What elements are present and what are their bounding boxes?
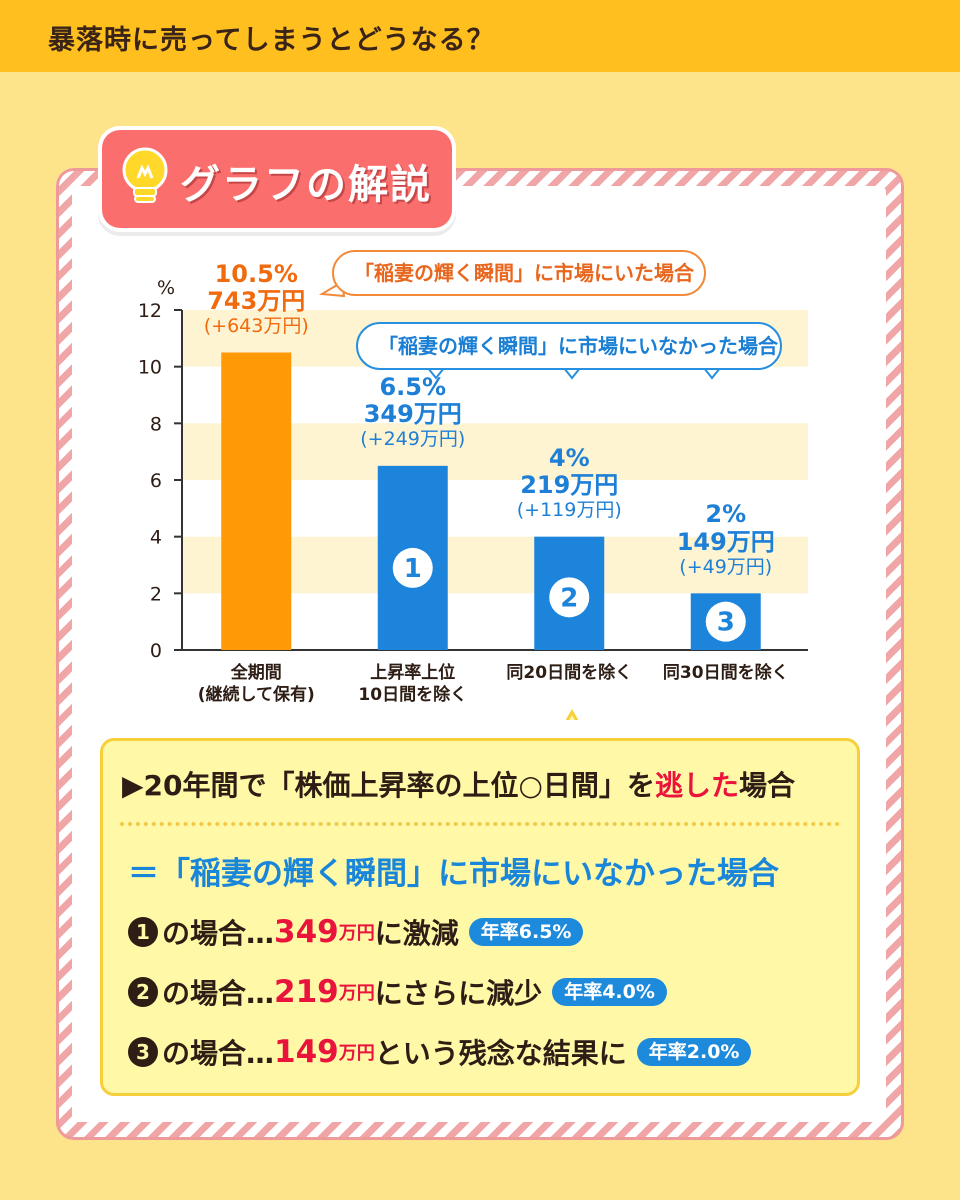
bar-gain: (+119万円) — [516, 498, 622, 521]
y-tick-label: 4 — [150, 527, 162, 549]
line-amount: 219 — [274, 974, 339, 1010]
summary-line-2: 2 の場合… 219 万円 にさらに減少 年率4.0% — [128, 972, 667, 1012]
callout-not-in-market: 「稲妻の輝く瞬間」に市場にいなかった場合 — [356, 322, 782, 370]
bar-value-label: 4% 219万円 (+119万円) — [489, 443, 649, 522]
bar-value-label: 2% 149万円 (+49万円) — [646, 501, 806, 578]
summary-heading-prefix: ▶20年間で「株価上昇率の上位○日間」を — [122, 769, 655, 802]
callout-pointer — [563, 367, 581, 380]
x-category-line: 10日間を除く — [358, 685, 468, 706]
circled-number-2: 2 — [128, 977, 158, 1007]
bar — [221, 352, 292, 650]
line-prefix: の場合… — [162, 977, 275, 1010]
bar-amount: 349万円 — [363, 400, 462, 429]
lightbulb-icon — [122, 147, 168, 203]
annual-rate-pill: 年率2.0% — [636, 1038, 752, 1066]
line-amount: 349 — [274, 914, 339, 950]
bar-value-label: 10.5% 743万円 (+643万円) — [176, 259, 336, 338]
y-tick-label: 6 — [150, 470, 162, 492]
line-amount: 149 — [274, 1034, 339, 1070]
annual-rate-pill: 年率4.0% — [552, 978, 667, 1006]
bar-amount: 219万円 — [520, 471, 619, 500]
bar-gain: (+49万円) — [679, 555, 773, 578]
y-tick-label: 10 — [138, 357, 162, 379]
bar-gain: (+249万円) — [360, 428, 466, 451]
callout-pointer — [703, 367, 721, 380]
line-prefix: の場合… — [162, 917, 275, 950]
x-category-line: 同30日間を除く — [662, 663, 789, 683]
bar-marker-number: 3 — [717, 608, 735, 638]
bar-marker-circle — [549, 577, 590, 618]
callout-pointer — [427, 367, 445, 380]
bar-percent: 10.5% — [214, 259, 298, 288]
bar-marker-number: 1 — [404, 554, 422, 584]
line-suffix: に激減 — [374, 917, 459, 950]
line-unit: 万円 — [338, 923, 375, 944]
summary-line-1: 1 の場合… 349 万円 に激減 年率6.5% — [128, 912, 584, 952]
x-category-label: 全期間 (継続して保有) — [176, 662, 336, 706]
summary-pointer — [565, 708, 579, 720]
dotted-divider — [120, 822, 840, 826]
x-category-label: 同20日間を除く — [489, 662, 649, 684]
bar-percent: 2% — [705, 500, 747, 529]
line-suffix: にさらに減少 — [374, 977, 543, 1010]
summary-heading: ▶20年間で「株価上昇率の上位○日間」を逃した場合 — [122, 764, 795, 804]
y-axis-unit: % — [157, 277, 175, 299]
annual-rate-pill: 年率6.5% — [468, 918, 584, 946]
explanation-badge: グラフの解説 — [102, 130, 452, 228]
bar-marker-number: 2 — [560, 583, 578, 613]
badge-title: グラフの解説 — [180, 162, 432, 208]
x-category-label: 同30日間を除く — [646, 662, 806, 684]
summary-box — [100, 738, 860, 1096]
circled-number-3: 3 — [128, 1037, 158, 1067]
bar-marker-circle — [705, 601, 746, 642]
circled-number-1: 1 — [128, 917, 158, 947]
callout-in-market: 「稲妻の輝く瞬間」に市場にいた場合 — [332, 250, 706, 296]
line-unit: 万円 — [338, 1043, 375, 1064]
bar-marker-circle — [392, 547, 433, 588]
y-tick-label: 2 — [150, 583, 162, 605]
summary-heading-suffix: 場合 — [738, 769, 795, 802]
line-unit: 万円 — [338, 983, 375, 1004]
bar-percent: 6.5% — [379, 372, 447, 401]
x-category-line: 同20日間を除く — [506, 663, 633, 683]
y-tick-label: 8 — [150, 413, 162, 435]
bar-gain: (+643万円) — [203, 314, 309, 337]
bar-amount: 149万円 — [676, 527, 775, 556]
bar-amount: 743万円 — [207, 287, 306, 316]
summary-line-3: 3 の場合… 149 万円 という残念な結果に 年率2.0% — [128, 1032, 752, 1072]
y-tick-label: 12 — [138, 300, 162, 322]
x-category-line: (継続して保有) — [197, 685, 315, 706]
summary-heading-red: 逃した — [654, 769, 739, 802]
x-category-line: 全期間 — [230, 663, 282, 683]
summary-subheading: ＝「稲妻の輝く瞬間」に市場にいなかった場合 — [128, 856, 779, 892]
line-prefix: の場合… — [162, 1037, 275, 1070]
header-title: 暴落時に売ってしまうとどうなる？ — [48, 25, 495, 56]
bar-value-label: 6.5% 349万円 (+249万円) — [333, 372, 493, 451]
y-tick-label: 0 — [150, 640, 162, 662]
header-bar: 暴落時に売ってしまうとどうなる？ — [0, 0, 960, 72]
bar-percent: 4% — [548, 443, 590, 472]
x-category-line: 上昇率上位 — [370, 663, 456, 683]
line-suffix: という残念な結果に — [374, 1037, 627, 1070]
x-category-label: 上昇率上位 10日間を除く — [333, 662, 493, 706]
